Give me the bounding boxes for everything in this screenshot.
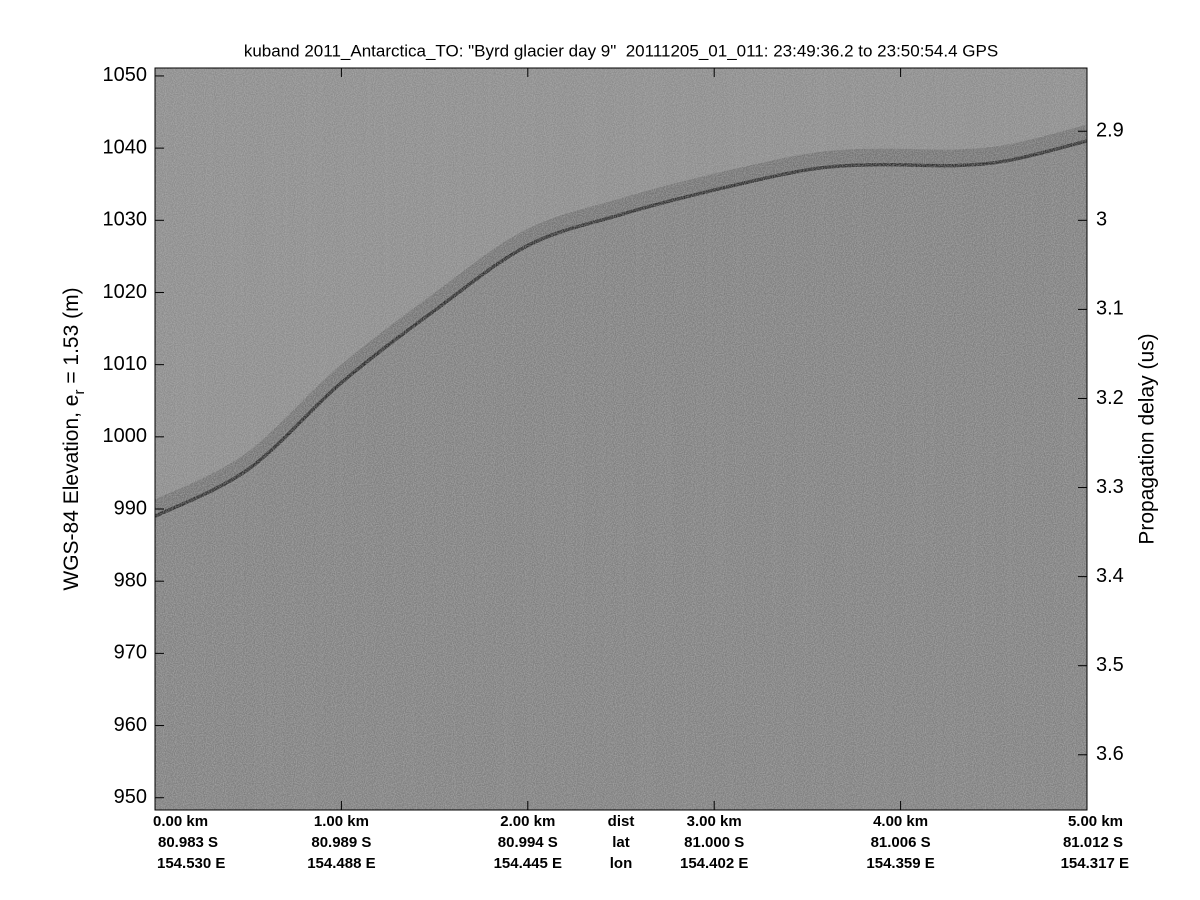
- y-tick-label: 970: [114, 642, 147, 664]
- y2-tick-label: 3.4: [1096, 565, 1124, 587]
- lat-label: 81.000 S: [684, 834, 744, 851]
- echogram-noise: [155, 68, 1087, 810]
- x-tick-label: 0.00 km: [153, 813, 208, 830]
- lon-label: 154.402 E: [680, 855, 748, 872]
- y-tick-label: 1010: [103, 353, 148, 375]
- y2-axis-label: Propagation delay (us): [1136, 333, 1159, 544]
- lon-label: 154.359 E: [866, 855, 934, 872]
- lon-label: 154.530 E: [157, 855, 225, 872]
- chart-title: kuband 2011_Antarctica_TO: "Byrd glacier…: [244, 41, 998, 60]
- y2-tick-label: 3.6: [1096, 743, 1124, 765]
- x-tick-label: 1.00 km: [314, 813, 369, 830]
- lon-label: 154.317 E: [1061, 855, 1129, 872]
- y-axis-label-part: r: [71, 390, 88, 395]
- y-tick-label: 950: [114, 786, 147, 808]
- y-tick-label: 1040: [103, 136, 148, 158]
- lat-label: 80.983 S: [158, 834, 218, 851]
- y-tick-label: 1050: [103, 64, 148, 86]
- lat-label: 81.006 S: [871, 834, 931, 851]
- x-tick-label: 3.00 km: [687, 813, 742, 830]
- y-tick-label: 990: [114, 497, 147, 519]
- y-tick-label: 960: [114, 714, 147, 736]
- row-label: lon: [610, 855, 633, 872]
- y2-tick-label: 3.5: [1096, 654, 1124, 676]
- lat-label: 80.989 S: [311, 834, 371, 851]
- y2-tick-label: 3: [1096, 209, 1107, 231]
- x-tick-label: 5.00 km: [1068, 813, 1123, 830]
- lat-label: 81.012 S: [1063, 834, 1123, 851]
- y-tick-label: 1000: [103, 425, 148, 447]
- row-label: lat: [612, 834, 630, 851]
- y2-tick-label: 3.1: [1096, 298, 1124, 320]
- y2-tick-label: 3.2: [1096, 387, 1124, 409]
- y2-tick-label: 3.3: [1096, 476, 1124, 498]
- row-label: dist: [608, 813, 635, 830]
- y2-tick-label: 2.9: [1096, 120, 1124, 142]
- lat-label: 80.994 S: [498, 834, 558, 851]
- y-axis-label-part: = 1.53 (m): [60, 287, 83, 389]
- y-tick-label: 1020: [103, 281, 148, 303]
- x-tick-label: 2.00 km: [500, 813, 555, 830]
- x-tick-label: 4.00 km: [873, 813, 928, 830]
- y-axis-label: WGS-84 Elevation, er = 1.53 (m): [60, 287, 89, 590]
- y-tick-label: 980: [114, 569, 147, 591]
- plot-frame: [154, 67, 1088, 811]
- y-axis-label-part: WGS-84 Elevation, e: [60, 395, 83, 591]
- y-tick-label: 1030: [103, 209, 148, 231]
- lon-label: 154.488 E: [307, 855, 375, 872]
- lon-label: 154.445 E: [494, 855, 562, 872]
